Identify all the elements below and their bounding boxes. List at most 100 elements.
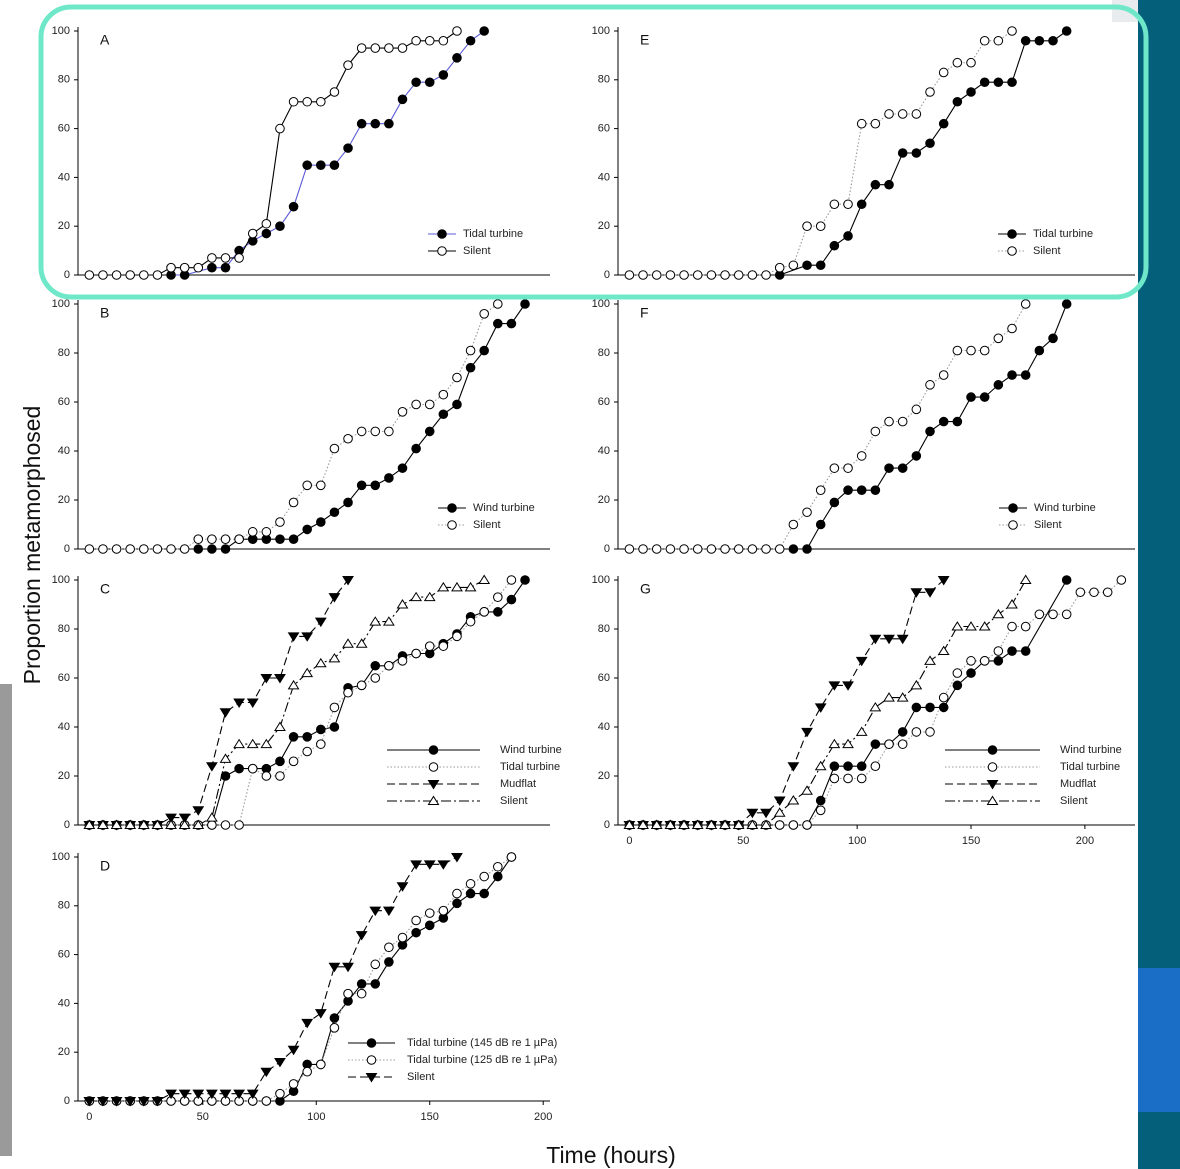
marker xyxy=(99,271,108,280)
marker xyxy=(980,393,989,402)
marker xyxy=(262,219,271,228)
marker xyxy=(412,444,421,453)
marker xyxy=(721,545,730,554)
marker xyxy=(939,68,948,77)
legend-label: Mudflat xyxy=(1060,778,1096,790)
marker xyxy=(344,144,353,153)
marker xyxy=(844,464,853,473)
y-tick-label: 100 xyxy=(52,574,70,586)
y-tick-label: 60 xyxy=(598,123,610,135)
marker xyxy=(912,110,921,119)
y-tick-label: 60 xyxy=(58,672,70,684)
legend-swatch-marker xyxy=(1008,230,1017,239)
marker xyxy=(1062,610,1071,619)
marker xyxy=(1008,27,1017,36)
marker xyxy=(625,271,634,280)
marker xyxy=(857,200,866,209)
marker xyxy=(439,71,448,80)
marker xyxy=(425,400,434,409)
marker xyxy=(371,980,380,989)
marker xyxy=(208,545,217,554)
x-tick-label: 200 xyxy=(534,1111,552,1123)
y-tick-label: 80 xyxy=(598,347,610,359)
marker xyxy=(707,545,716,554)
legend-label: Tidal turbine xyxy=(500,761,560,773)
y-tick-label: 20 xyxy=(598,770,610,782)
marker xyxy=(466,363,475,372)
marker xyxy=(466,880,475,889)
marker xyxy=(398,657,407,666)
marker xyxy=(926,139,935,148)
marker xyxy=(303,97,312,106)
marker xyxy=(453,889,462,898)
marker xyxy=(153,271,162,280)
y-tick-label: 40 xyxy=(598,171,610,183)
marker xyxy=(1008,324,1017,333)
marker xyxy=(967,669,976,678)
marker xyxy=(208,254,217,263)
marker xyxy=(507,576,516,585)
marker xyxy=(140,545,149,554)
marker xyxy=(357,119,366,128)
marker xyxy=(85,545,94,554)
marker xyxy=(1049,36,1058,45)
y-tick-label: 60 xyxy=(598,396,610,408)
background xyxy=(0,0,1180,1169)
marker xyxy=(830,200,839,209)
marker xyxy=(885,740,894,749)
marker xyxy=(208,821,217,830)
marker xyxy=(276,518,285,527)
marker xyxy=(521,576,530,585)
marker xyxy=(398,95,407,104)
marker xyxy=(330,508,339,517)
y-tick-label: 0 xyxy=(64,1095,70,1107)
marker xyxy=(371,427,380,436)
sidebar-block xyxy=(1138,968,1180,1112)
marker xyxy=(830,498,839,507)
marker xyxy=(357,681,366,690)
marker xyxy=(453,27,462,36)
legend-swatch-marker xyxy=(448,521,457,530)
marker xyxy=(1008,647,1017,656)
marker xyxy=(1062,300,1071,309)
marker xyxy=(1035,36,1044,45)
legend-label: Tidal turbine xyxy=(463,228,523,240)
legend-label: Silent xyxy=(1060,795,1088,807)
y-tick-label: 60 xyxy=(598,672,610,684)
marker xyxy=(898,110,907,119)
marker xyxy=(898,417,907,426)
marker xyxy=(980,657,989,666)
marker xyxy=(385,427,394,436)
marker xyxy=(885,110,894,119)
y-tick-label: 60 xyxy=(58,396,70,408)
marker xyxy=(466,346,475,355)
marker xyxy=(425,921,434,930)
marker xyxy=(994,647,1003,656)
marker xyxy=(303,161,312,170)
marker xyxy=(330,88,339,97)
marker xyxy=(967,657,976,666)
x-tick-label: 50 xyxy=(737,835,749,847)
marker xyxy=(1076,588,1085,597)
marker xyxy=(871,119,880,128)
marker xyxy=(371,44,380,53)
marker xyxy=(507,853,516,862)
y-tick-label: 60 xyxy=(58,949,70,961)
marker xyxy=(385,44,394,53)
marker xyxy=(194,263,203,272)
marker xyxy=(926,427,935,436)
y-axis-label: Proportion metamorphosed xyxy=(19,406,45,685)
marker xyxy=(276,772,285,781)
marker xyxy=(734,545,743,554)
legend-label: Silent xyxy=(473,519,501,531)
panel-title: B xyxy=(100,305,109,321)
legend-swatch-marker xyxy=(988,746,997,755)
marker xyxy=(980,78,989,87)
marker xyxy=(480,889,489,898)
marker xyxy=(953,669,962,678)
marker xyxy=(994,78,1003,87)
legend-label: Tidal turbine xyxy=(1033,228,1093,240)
legend-label: Silent xyxy=(1034,519,1062,531)
marker xyxy=(453,54,462,63)
marker xyxy=(303,747,312,756)
